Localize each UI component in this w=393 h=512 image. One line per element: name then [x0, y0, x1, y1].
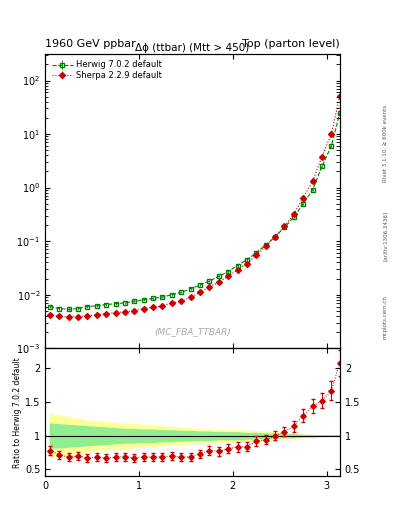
Text: Top (parton level): Top (parton level) [242, 38, 340, 49]
Text: 1960 GeV ppbar: 1960 GeV ppbar [45, 38, 136, 49]
Text: mcplots.cern.ch: mcplots.cern.ch [383, 295, 387, 339]
Y-axis label: Ratio to Herwig 7.0.2 default: Ratio to Herwig 7.0.2 default [13, 357, 22, 467]
Text: [arXiv:1306.3436]: [arXiv:1306.3436] [383, 210, 387, 261]
Text: (MC_FBA_TTBAR): (MC_FBA_TTBAR) [154, 327, 231, 336]
Title: Δϕ (ttbar) (Mtt > 450): Δϕ (ttbar) (Mtt > 450) [136, 43, 250, 53]
Legend: Herwig 7.0.2 default, Sherpa 2.2.9 default: Herwig 7.0.2 default, Sherpa 2.2.9 defau… [50, 58, 164, 82]
Text: Rivet 3.1.10, ≥ 600k events: Rivet 3.1.10, ≥ 600k events [383, 105, 387, 182]
